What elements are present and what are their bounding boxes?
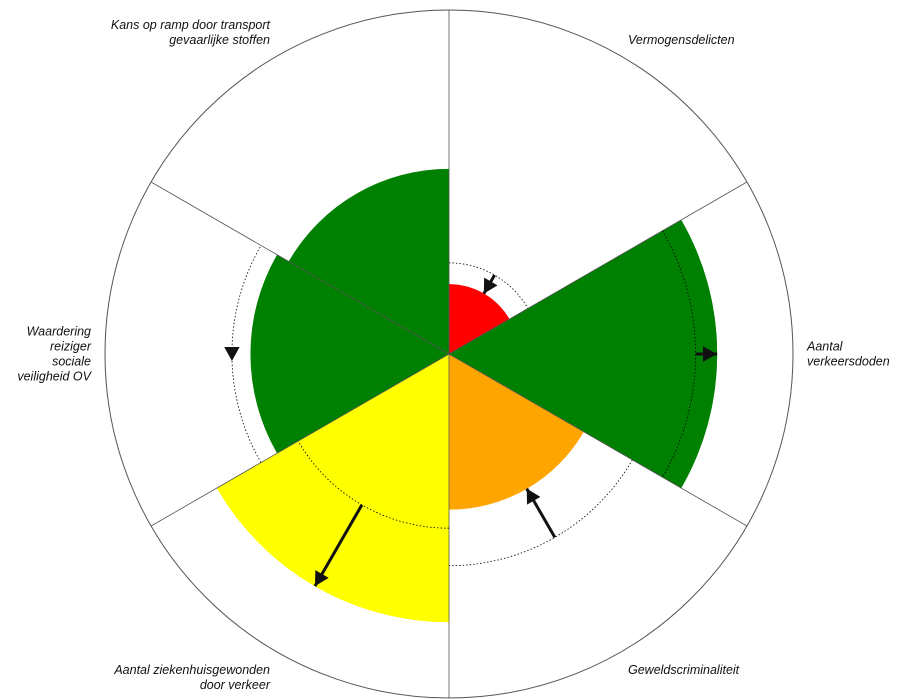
trend-arrow-3: [526, 488, 541, 505]
segment-label-3: Geweldscriminaliteit: [628, 663, 740, 677]
segment-label-line: sociale: [52, 355, 91, 369]
segment-label-line: Kans op ramp door transport: [111, 18, 271, 32]
segment-label-line: Waardering: [27, 325, 91, 339]
outer-circle-and-dividers: [104, 9, 794, 699]
wedge-5: [250, 254, 450, 454]
divider-5: [150, 353, 450, 527]
trend-arrow-shaft-4: [313, 504, 364, 587]
target-arcs: [231, 230, 696, 567]
segment-label-line: reiziger: [50, 340, 92, 354]
segment-labels: Vermogensdelicten Aantal verkeersdoden Gewe…: [17, 18, 889, 692]
segment-label-4: Aantal ziekenhuisgewonden door verkeer: [113, 663, 270, 692]
wedge-6: [288, 168, 450, 355]
trend-arrows: [224, 274, 717, 587]
trend-arrow-4: [315, 570, 329, 587]
divider-6: [150, 181, 450, 355]
segment-label-5: Waardering reiziger sociale veiligheid OV: [17, 325, 92, 384]
segment-label-2: Aantal verkeersdoden: [806, 340, 890, 369]
segment-label-line: gevaarlijke stoffen: [169, 33, 270, 47]
segment-label-line: door verkeer: [200, 678, 271, 692]
segment-label-line: Vermogensdelicten: [628, 33, 735, 47]
target-arc-5: [231, 245, 262, 463]
target-arc-1: [448, 262, 529, 309]
trend-arrow-5: [224, 347, 240, 361]
segment-label-line: Aantal ziekenhuisgewonden: [113, 663, 270, 677]
trend-arrow-2: [703, 346, 717, 362]
segment-label-line: Aantal: [806, 340, 844, 354]
segment-label-line: Geweldscriminaliteit: [628, 663, 740, 677]
segment-label-line: veiligheid OV: [17, 370, 92, 384]
segment-label-1: Vermogensdelicten: [628, 33, 735, 47]
divider-3: [448, 353, 748, 527]
segment-label-6: Kans op ramp door transport gevaarlijke s…: [111, 18, 271, 47]
target-arc-4: [297, 440, 450, 529]
segment-label-line: verkeersdoden: [807, 355, 890, 369]
divider-2: [448, 181, 748, 355]
wedge-1: [448, 284, 510, 355]
trend-arrow-1: [483, 277, 498, 294]
segment-wedges: [216, 168, 718, 623]
target-arc-3: [448, 459, 633, 567]
